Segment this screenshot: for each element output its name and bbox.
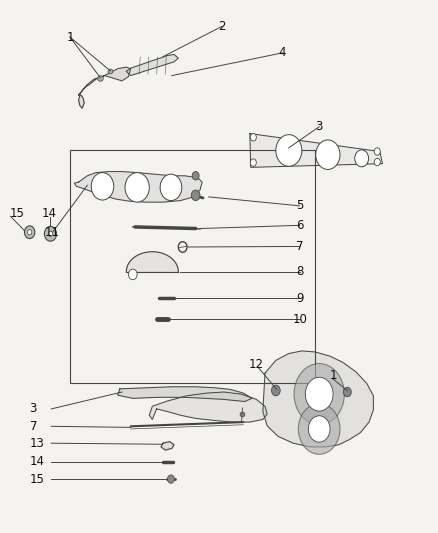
Polygon shape [249,134,381,167]
Circle shape [298,403,339,454]
Circle shape [250,134,256,141]
Circle shape [48,231,53,237]
Polygon shape [262,351,373,447]
Circle shape [44,227,57,241]
Text: 9: 9 [295,292,303,305]
Polygon shape [117,387,251,401]
Circle shape [354,150,368,167]
Text: 1: 1 [328,369,336,382]
Text: 1: 1 [66,30,74,44]
Text: 14: 14 [42,207,57,220]
Circle shape [25,226,35,239]
Text: 10: 10 [292,313,307,326]
Circle shape [167,475,174,483]
Circle shape [315,140,339,169]
Text: 15: 15 [9,207,24,220]
Circle shape [191,190,200,200]
Text: 11: 11 [45,225,60,239]
Circle shape [373,158,379,166]
Text: 7: 7 [295,240,303,253]
Polygon shape [78,95,84,108]
Text: 7: 7 [30,420,37,433]
Circle shape [28,230,32,235]
Circle shape [275,135,301,166]
Polygon shape [78,67,131,95]
Circle shape [373,148,379,155]
Text: 15: 15 [30,473,44,486]
Text: 12: 12 [248,358,263,370]
Text: 8: 8 [295,265,303,278]
Text: 14: 14 [30,455,45,468]
Circle shape [250,159,256,166]
Circle shape [304,377,332,411]
Circle shape [271,385,279,395]
Text: 3: 3 [30,402,37,415]
Circle shape [307,416,329,442]
Polygon shape [74,172,202,202]
Circle shape [125,173,149,202]
Text: 3: 3 [315,120,322,133]
Text: 6: 6 [295,219,303,232]
Circle shape [293,364,343,425]
Circle shape [160,174,181,200]
Text: 13: 13 [30,437,44,450]
Circle shape [91,173,113,200]
Polygon shape [161,442,173,450]
Circle shape [128,269,137,280]
Circle shape [192,172,199,180]
Bar [70,150,314,383]
Text: 4: 4 [278,46,286,59]
Circle shape [343,387,350,397]
Polygon shape [126,252,178,272]
Polygon shape [149,392,267,422]
Text: 2: 2 [217,20,225,33]
Text: 5: 5 [295,199,303,212]
Polygon shape [126,54,178,76]
